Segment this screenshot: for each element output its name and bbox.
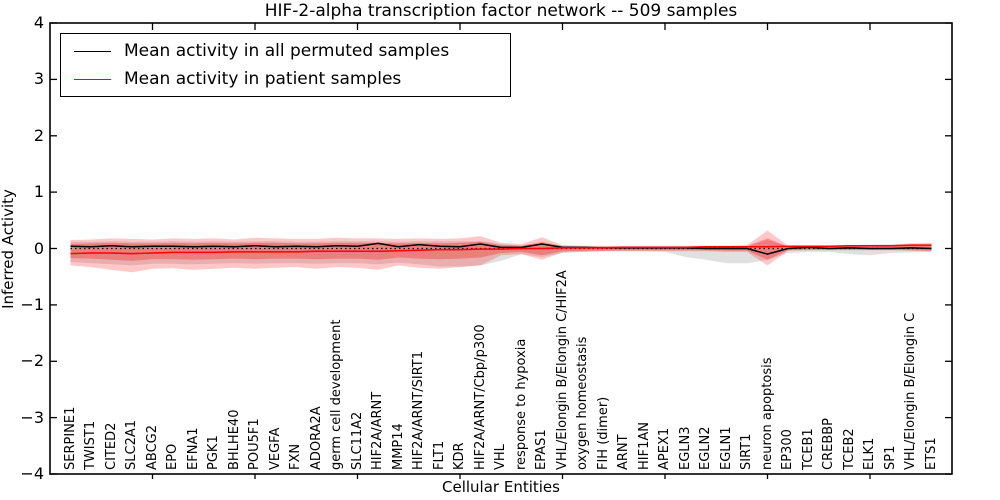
y-tick-label: 2 <box>33 125 44 145</box>
x-category-label: POU5F1 <box>247 418 262 470</box>
x-category-label: oxygen homeostasis <box>575 336 590 470</box>
x-category-label: MMP14 <box>390 423 406 470</box>
x-category-label: BHLHE40 <box>226 409 242 470</box>
x-category-label: ABCG2 <box>144 424 160 470</box>
y-tick-label: 0 <box>33 238 44 258</box>
x-category-label: ELK1 <box>862 437 877 470</box>
x-category-label: TCEB2 <box>841 428 857 470</box>
chart-title: HIF-2-alpha transcription factor network… <box>264 1 738 21</box>
x-category-label: FLT1 <box>431 440 447 470</box>
x-category-label: FXN <box>288 443 303 470</box>
permuted-mean-line <box>70 242 932 255</box>
x-category-label: HIF2A/ARNT <box>370 391 385 470</box>
x-category-label: neuron apoptosis <box>759 357 775 471</box>
x-category-label: EPAS1 <box>534 429 549 470</box>
x-category-label: SIRT1 <box>739 433 754 470</box>
y-tick-label: 4 <box>33 13 44 32</box>
x-category-label: EGLN2 <box>698 426 713 470</box>
x-axis-label: Cellular Entities <box>442 478 560 496</box>
y-tick-label: 1 <box>33 182 44 202</box>
x-category-label: VHL/Elongin B/Elongin C/HIF2A <box>554 270 570 470</box>
x-category-label: KDR <box>452 442 467 470</box>
y-tick-label: 3 <box>33 69 44 89</box>
x-category-label: HIF1AN <box>636 422 652 470</box>
x-category-label: VHL/Elongin B/Elongin C <box>903 312 918 470</box>
x-category-label: TWIST1 <box>83 420 98 470</box>
legend: Mean activity in all permuted samples Me… <box>60 33 511 97</box>
x-category-label: APEX1 <box>657 427 672 470</box>
x-category-label: EP300 <box>780 429 795 470</box>
patient-line-sample-icon <box>74 78 111 80</box>
x-category-label: FIH (dimer) <box>595 396 611 470</box>
x-category-label: SP1 <box>882 445 898 470</box>
y-tick-label: −3 <box>20 407 44 427</box>
x-category-label: SERPINE1 <box>62 406 78 470</box>
x-category-label: germ cell development <box>329 319 344 470</box>
x-category-label: VEGFA <box>267 427 283 470</box>
x-category-label: CITED2 <box>103 422 119 470</box>
x-category-label: ARNT <box>616 434 631 470</box>
x-category-label: PGK1 <box>206 435 221 470</box>
x-category-label: EGLN1 <box>718 426 734 470</box>
x-category-label: HIF2A/ARNT/Cbp/p300 <box>472 324 488 470</box>
x-category-label: response to hypoxia <box>513 338 529 470</box>
x-category-label: EPO <box>165 443 180 470</box>
x-category-label: EFNA1 <box>185 427 201 470</box>
x-category-label: EGLN3 <box>677 426 693 470</box>
legend-item-permuted: Mean activity in all permuted samples <box>61 37 510 65</box>
permuted-line-sample-icon <box>74 50 111 52</box>
y-tick-label: −1 <box>20 294 44 314</box>
x-category-label: VHL <box>493 444 508 470</box>
legend-label: Mean activity in all permuted samples <box>124 41 450 61</box>
y-tick-label: −4 <box>20 464 44 483</box>
x-category-label: ETS1 <box>923 437 939 470</box>
patient-samples-outer-spread-band <box>70 230 932 273</box>
x-category-label: SLC2A1 <box>124 419 139 470</box>
x-category-label: CREBBP <box>821 418 836 470</box>
x-category-label: HIF2A/ARNT/SIRT1 <box>411 351 426 470</box>
x-category-label: TCEB1 <box>800 428 816 470</box>
x-category-label: ADORA2A <box>308 406 324 470</box>
legend-label: Mean activity in patient samples <box>124 69 402 89</box>
legend-item-patient: Mean activity in patient samples <box>61 65 510 93</box>
patient-mean-line <box>70 244 932 255</box>
x-category-label: SLC11A2 <box>349 411 365 470</box>
y-tick-label: −2 <box>20 351 44 371</box>
